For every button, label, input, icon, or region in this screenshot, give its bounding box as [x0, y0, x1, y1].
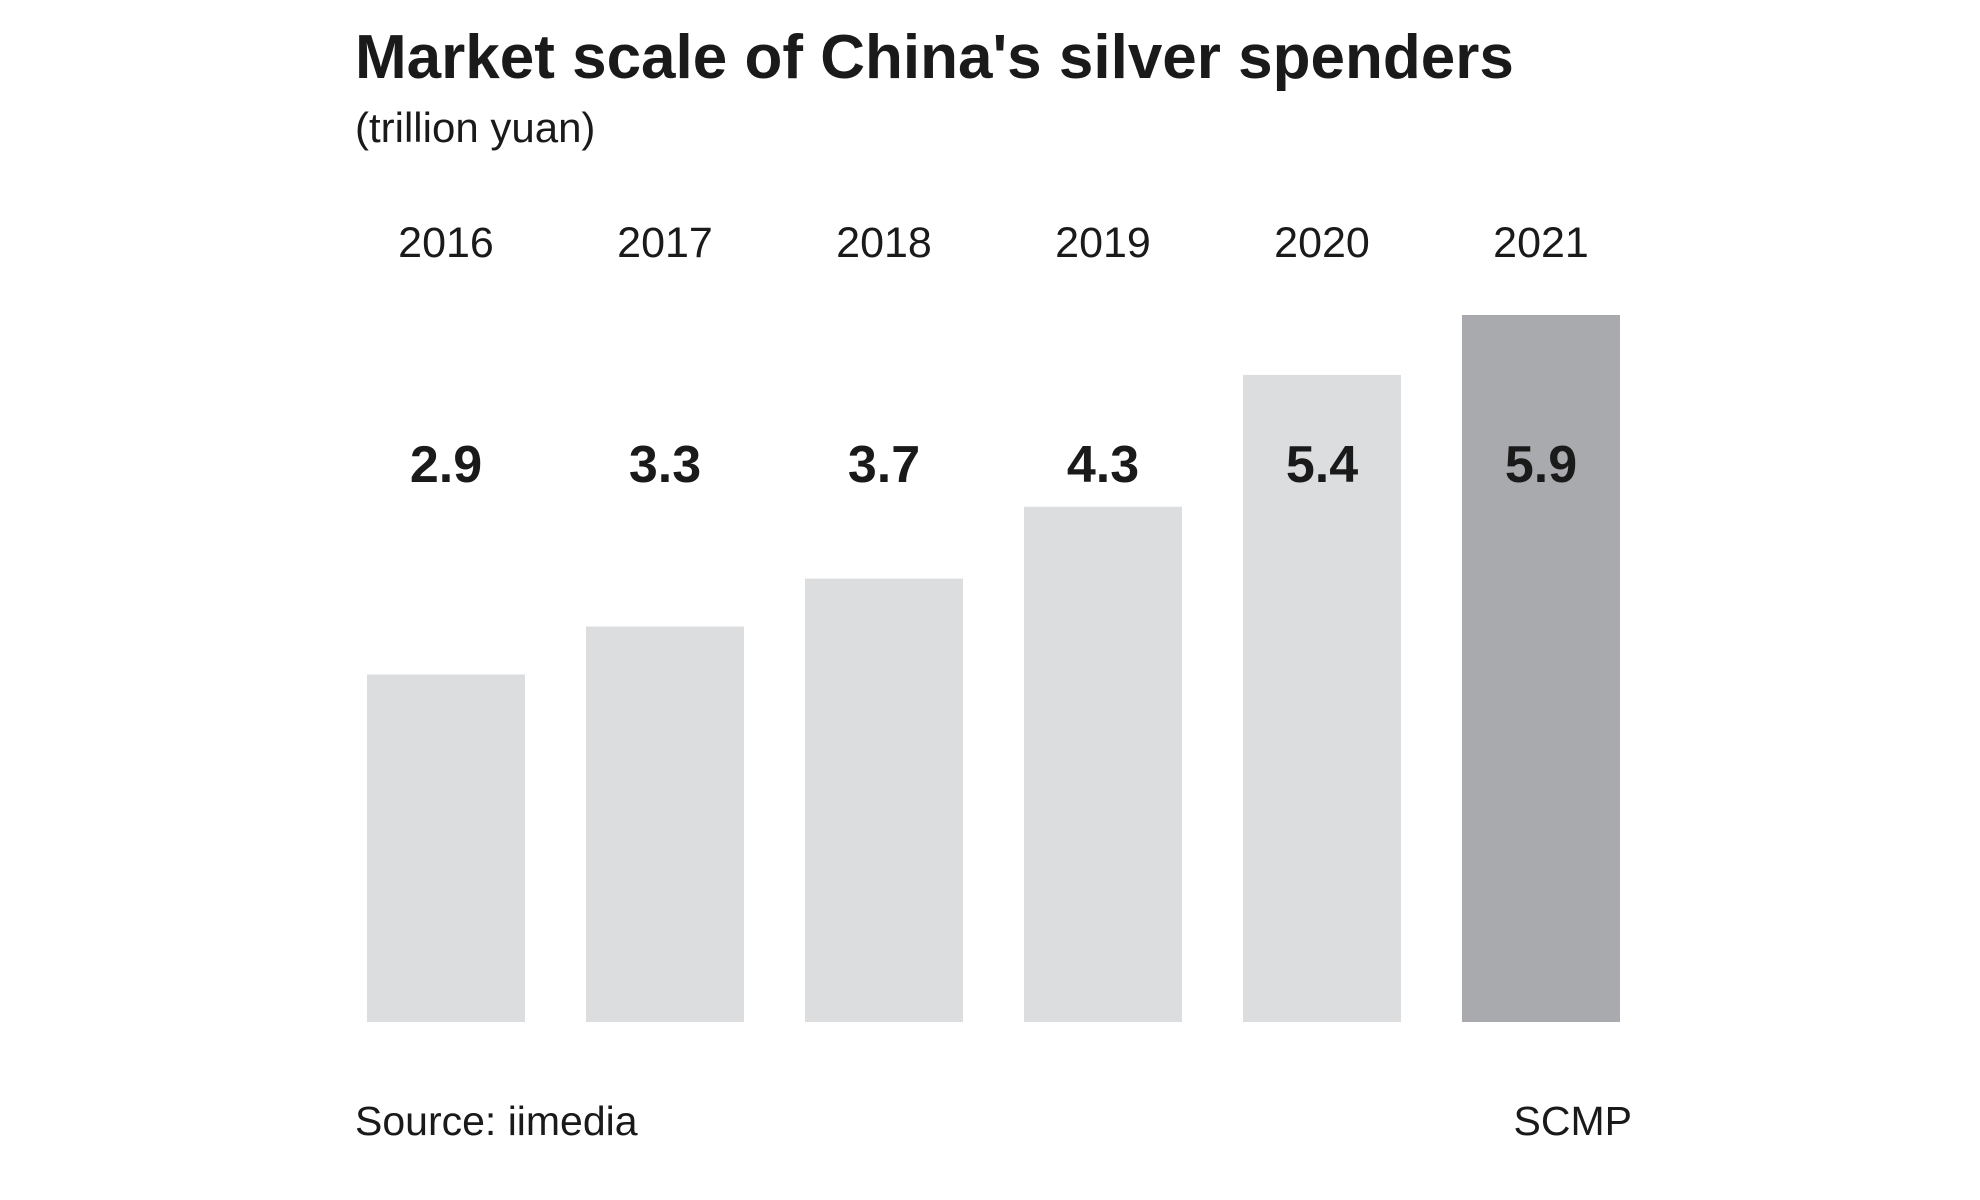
bar [805, 578, 963, 1022]
value-label: 5.4 [1286, 436, 1358, 494]
x-tick-label: 2020 [1274, 219, 1370, 267]
x-tick-label: 2017 [617, 219, 713, 267]
x-tick-label: 2021 [1493, 219, 1589, 267]
source-note: Source: iimedia [355, 1098, 638, 1144]
value-label: 3.3 [629, 436, 701, 494]
bar [367, 674, 525, 1022]
bar [1462, 315, 1620, 1022]
value-label: 2.9 [410, 436, 482, 494]
chart-subtitle: (trillion yuan) [355, 104, 595, 151]
value-label: 4.3 [1067, 436, 1139, 494]
bar [1243, 374, 1401, 1022]
value-label: 5.9 [1505, 436, 1577, 494]
x-tick-label: 2018 [836, 219, 932, 267]
bar [586, 626, 744, 1022]
value-label: 3.7 [848, 436, 920, 494]
credit-note: SCMP [1514, 1098, 1632, 1144]
x-tick-label: 2019 [1055, 219, 1151, 267]
bar [1024, 506, 1182, 1022]
chart-title: Market scale of China's silver spenders [355, 23, 1514, 92]
x-tick-label: 2016 [398, 219, 494, 267]
